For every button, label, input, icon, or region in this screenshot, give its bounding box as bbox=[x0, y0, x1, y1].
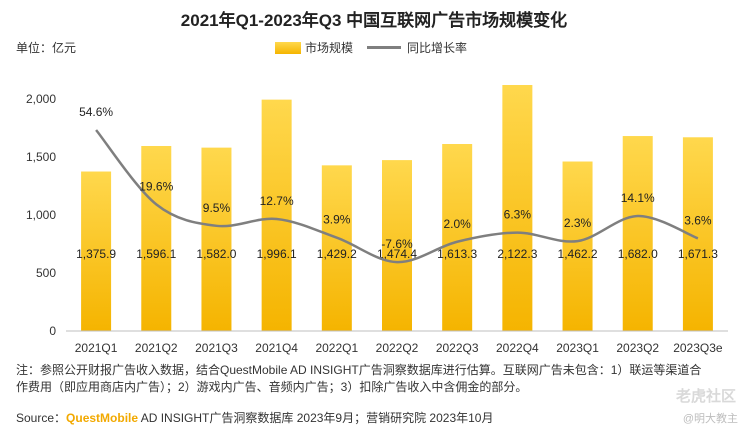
bar bbox=[442, 144, 473, 331]
bar-value-label: 1,582.0 bbox=[196, 247, 236, 261]
bar-value-label: 1,671.3 bbox=[678, 247, 718, 261]
legend-bar: 市场规模 bbox=[275, 39, 353, 56]
chart-note: 注：参照公开财报广告收入数据，结合QuestMobile AD INSIGHT广… bbox=[16, 363, 702, 394]
x-tick-label: 2022Q2 bbox=[376, 341, 419, 355]
bar bbox=[622, 136, 653, 331]
chart-title: 2021年Q1-2023年Q3 中国互联网广告市场规模变化 bbox=[180, 11, 568, 30]
watermark-handle: @明大教主 bbox=[682, 413, 738, 425]
bar-value-label: 1,996.1 bbox=[257, 247, 297, 261]
x-tick-label: 2023Q2 bbox=[616, 341, 659, 355]
y-tick-label: 1,500 bbox=[26, 150, 56, 164]
growth-label: 54.6% bbox=[79, 105, 113, 119]
x-tick-label: 2021Q1 bbox=[75, 341, 118, 355]
y-tick-label: 2,000 bbox=[26, 92, 56, 106]
y-tick-label: 500 bbox=[36, 266, 56, 280]
bar-value-label: 1,375.9 bbox=[76, 247, 116, 261]
growth-label: 19.6% bbox=[139, 179, 173, 193]
bar bbox=[141, 145, 172, 331]
x-tick-label: 2021Q4 bbox=[255, 341, 298, 355]
growth-label: 3.9% bbox=[323, 213, 351, 227]
legend-line: 同比增长率 bbox=[367, 39, 467, 56]
bar bbox=[321, 165, 352, 331]
bar bbox=[261, 99, 292, 331]
source-line: Source：QuestMobile AD INSIGHT广告洞察数据库 202… bbox=[16, 409, 493, 426]
growth-label: 2.0% bbox=[444, 217, 472, 231]
source-brand: QuestMobile bbox=[66, 411, 139, 425]
growth-label: 9.5% bbox=[203, 201, 231, 215]
x-tick-label: 2021Q3 bbox=[195, 341, 238, 355]
growth-line bbox=[95, 129, 699, 264]
bar-value-label: 1,613.3 bbox=[437, 247, 477, 261]
x-tick-label: 2022Q1 bbox=[315, 341, 358, 355]
x-tick-label: 2022Q3 bbox=[436, 341, 479, 355]
y-tick-label: 1,000 bbox=[26, 208, 56, 222]
growth-label: 14.1% bbox=[621, 191, 655, 205]
legend-line-swatch bbox=[367, 46, 401, 49]
legend-line-label: 同比增长率 bbox=[407, 41, 468, 55]
source-rest: AD INSIGHT广告洞察数据库 2023年9月；营销研究院 2023年10月 bbox=[138, 411, 494, 425]
bar bbox=[81, 171, 112, 331]
bar bbox=[382, 160, 412, 331]
growth-label: 6.3% bbox=[504, 208, 532, 222]
x-tick-label: 2023Q3e bbox=[673, 341, 723, 355]
growth-label: 3.6% bbox=[684, 213, 712, 227]
bar bbox=[201, 147, 232, 331]
bar-value-label: 1,429.2 bbox=[317, 247, 357, 261]
growth-label: -7.6% bbox=[381, 237, 413, 251]
bar-value-label: 1,474.4 bbox=[377, 247, 417, 261]
legend-bar-swatch bbox=[275, 41, 301, 54]
x-tick-label: 2022Q4 bbox=[496, 341, 539, 355]
bar-value-label: 1,682.0 bbox=[618, 247, 658, 261]
bar-value-label: 2,122.3 bbox=[497, 247, 537, 261]
x-tick-label: 2021Q2 bbox=[135, 341, 178, 355]
growth-label: 2.3% bbox=[564, 216, 592, 230]
y-tick-label: 0 bbox=[49, 324, 56, 338]
bar bbox=[562, 161, 593, 331]
watermark-text: 老虎社区 bbox=[675, 388, 736, 405]
legend-bar-label: 市场规模 bbox=[305, 41, 354, 55]
bar-value-label: 1,596.1 bbox=[136, 247, 176, 261]
unit-label: 单位：亿元 bbox=[16, 41, 77, 55]
x-tick-label: 2023Q1 bbox=[556, 341, 599, 355]
growth-label: 12.7% bbox=[260, 194, 294, 208]
source-prefix: Source： bbox=[16, 411, 67, 425]
bar-value-label: 1,462.2 bbox=[558, 247, 598, 261]
bar bbox=[502, 85, 533, 331]
